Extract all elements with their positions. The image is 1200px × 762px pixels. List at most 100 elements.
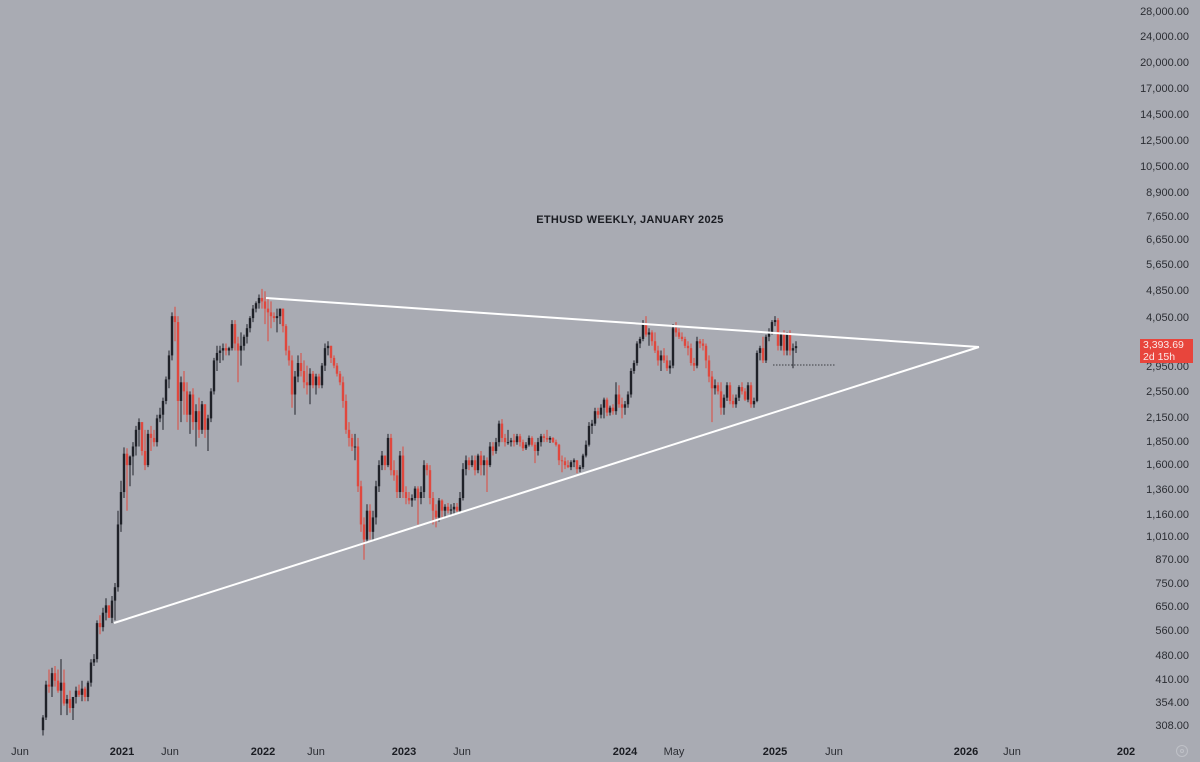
candle <box>551 437 555 444</box>
price-tick: 1,160.00 <box>1146 509 1189 521</box>
candle <box>734 394 738 408</box>
descending-resistance-trendline[interactable] <box>265 297 980 348</box>
candle <box>413 486 417 501</box>
price-tick: 410.00 <box>1155 674 1189 686</box>
candle <box>299 352 303 377</box>
candle <box>539 433 543 447</box>
price-axis[interactable]: 28,000.00 24,000.00 20,000.00 17,000.00 14,5… <box>1130 0 1200 740</box>
candle <box>566 460 570 469</box>
candle <box>287 345 291 366</box>
candle <box>68 690 72 713</box>
price-tick: 650.00 <box>1155 601 1189 613</box>
price-tick: 12,500.00 <box>1140 135 1189 147</box>
candle <box>416 486 420 525</box>
candle <box>650 330 654 346</box>
candle <box>77 684 81 697</box>
candle <box>758 345 762 361</box>
candle <box>713 379 717 395</box>
price-tick: 5,650.00 <box>1146 259 1189 271</box>
candle <box>155 414 159 447</box>
candle <box>281 308 285 333</box>
candle <box>464 455 468 476</box>
candle <box>776 318 780 351</box>
candle <box>704 343 708 369</box>
candle <box>278 308 282 325</box>
candle <box>506 429 510 445</box>
candle <box>488 442 492 468</box>
candle <box>707 355 711 383</box>
candle <box>338 370 342 386</box>
candle <box>326 341 330 356</box>
candle <box>605 397 609 417</box>
time-tick: Jun <box>825 746 843 758</box>
candle <box>446 502 450 514</box>
candle <box>509 437 513 447</box>
candle <box>392 460 396 481</box>
candle <box>773 316 777 327</box>
price-tick: 308.00 <box>1155 720 1189 732</box>
price-tick: 480.00 <box>1155 650 1189 662</box>
price-tick: 4,850.00 <box>1146 285 1189 297</box>
candle <box>257 294 261 309</box>
candle <box>623 400 627 415</box>
time-tick: May <box>663 746 685 758</box>
time-tick: Jun <box>11 746 29 758</box>
candle <box>695 336 699 369</box>
candle <box>458 492 462 514</box>
candle <box>674 322 678 337</box>
candle <box>752 397 756 408</box>
candle <box>440 499 444 518</box>
candle <box>323 343 327 371</box>
candle <box>86 680 90 702</box>
price-tick: 14,500.00 <box>1140 109 1189 121</box>
candle <box>206 414 210 451</box>
candle <box>233 320 237 351</box>
candle <box>677 328 681 339</box>
candle <box>719 382 723 415</box>
price-tick: 7,650.00 <box>1146 211 1189 223</box>
candle <box>305 365 309 395</box>
candle <box>65 694 69 716</box>
candle <box>251 304 255 323</box>
candle <box>182 370 186 415</box>
candle <box>401 446 405 499</box>
candle <box>755 350 759 403</box>
candle <box>275 308 279 333</box>
candle <box>449 504 453 515</box>
price-tick: 870.00 <box>1155 554 1189 566</box>
price-tick: 2,950.00 <box>1146 361 1189 373</box>
candle <box>203 404 207 438</box>
candle <box>134 425 138 456</box>
candle <box>716 382 720 395</box>
candle <box>269 301 273 329</box>
candle <box>224 343 228 356</box>
candle <box>503 433 507 447</box>
candle <box>518 433 522 447</box>
candle <box>632 360 636 374</box>
time-tick: 2025 <box>762 746 788 758</box>
time-tick: 2026 <box>953 746 979 758</box>
candle <box>557 443 561 466</box>
candle <box>404 486 408 505</box>
time-tick: 2022 <box>250 746 276 758</box>
candle <box>359 480 363 532</box>
candle <box>746 382 750 403</box>
candle <box>434 504 438 528</box>
candles-layer <box>41 288 798 736</box>
candle <box>527 435 531 447</box>
candle <box>422 460 426 499</box>
price-tick: 24,000.00 <box>1140 31 1189 43</box>
chart-settings-icon[interactable] <box>1176 745 1188 757</box>
candle <box>128 455 132 487</box>
time-tick: 202 <box>1116 746 1136 758</box>
candle <box>626 391 630 408</box>
candle <box>608 405 612 416</box>
ascending-support-trendline[interactable] <box>113 346 980 624</box>
candle <box>152 429 156 447</box>
candle <box>512 433 516 447</box>
candle <box>236 336 240 383</box>
candle <box>671 324 675 369</box>
candle <box>311 370 315 389</box>
candle <box>104 598 108 621</box>
